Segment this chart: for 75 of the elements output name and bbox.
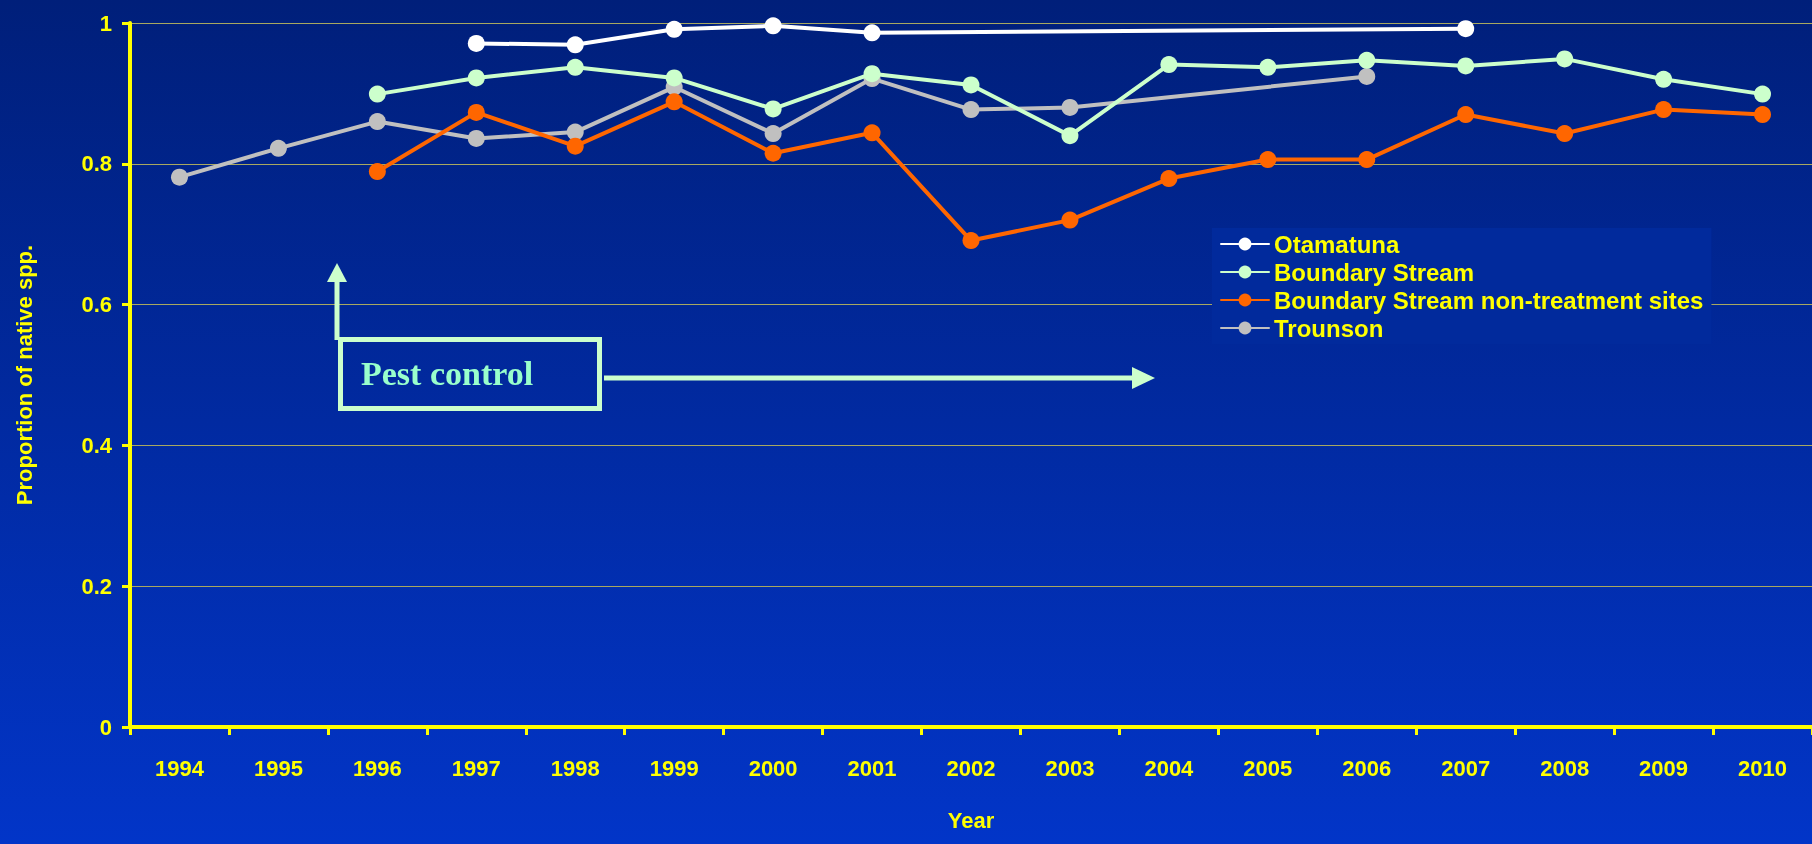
point <box>467 69 485 87</box>
point <box>1358 51 1376 69</box>
x-tick-label: 2002 <box>946 755 996 781</box>
x-tick-label: 2000 <box>748 755 798 781</box>
point <box>467 34 485 52</box>
point <box>368 85 386 103</box>
y-tick-label: 0.4 <box>81 432 113 458</box>
point <box>665 20 683 38</box>
point <box>1457 57 1475 75</box>
x-tick-label: 1996 <box>352 755 402 781</box>
point <box>1556 125 1574 143</box>
point <box>1457 106 1475 124</box>
x-tick-label: 2001 <box>847 755 897 781</box>
point <box>962 76 980 94</box>
point <box>1061 211 1079 229</box>
point <box>1259 58 1277 76</box>
legend-label: Trounson <box>1274 314 1384 342</box>
point <box>1754 85 1772 103</box>
point <box>962 101 980 119</box>
y-tick-label: 0.8 <box>81 151 112 177</box>
x-tick-label: 2008 <box>1540 755 1590 781</box>
point <box>566 36 584 54</box>
x-tick-label: 1999 <box>649 755 699 781</box>
x-tick-label: 2007 <box>1441 755 1491 781</box>
point <box>1160 170 1178 188</box>
point <box>665 93 683 111</box>
point <box>1655 70 1673 88</box>
point <box>764 125 782 143</box>
point <box>1457 20 1475 38</box>
point <box>1358 68 1376 85</box>
point <box>1160 56 1178 74</box>
x-tick-label: 2003 <box>1045 755 1095 781</box>
point <box>1655 101 1673 119</box>
x-tick-label: 1997 <box>451 755 501 781</box>
x-tick-label: 1994 <box>154 755 205 781</box>
x-tick-label: 1998 <box>550 755 600 781</box>
x-tick-label: 2005 <box>1243 755 1293 781</box>
point <box>467 129 485 147</box>
y-tick-label: 0.6 <box>81 292 112 318</box>
x-tick-label: 2006 <box>1342 755 1392 781</box>
point <box>863 24 881 42</box>
point <box>764 17 782 35</box>
point <box>1259 151 1277 169</box>
x-tick-label: 1995 <box>253 755 303 781</box>
y-tick-label: 0 <box>99 714 112 740</box>
point <box>1358 151 1376 169</box>
point <box>962 232 980 250</box>
point <box>566 58 584 76</box>
y-tick-label: 1 <box>99 10 112 36</box>
point <box>764 144 782 162</box>
x-tick-label: 2009 <box>1639 755 1689 781</box>
point <box>269 139 287 157</box>
point <box>170 168 188 186</box>
point <box>566 137 584 155</box>
x-tick-label: 2010 <box>1738 755 1788 781</box>
point <box>863 65 881 83</box>
point <box>1061 127 1079 145</box>
x-tick-label: 2004 <box>1144 755 1195 781</box>
point <box>368 163 386 181</box>
point <box>1061 98 1079 116</box>
legend-label: Boundary Stream non-treatment sites <box>1274 286 1704 314</box>
point <box>1556 50 1574 68</box>
point <box>368 113 386 131</box>
annotation: Pest control <box>338 337 602 411</box>
x-axis-title: Year <box>947 807 995 833</box>
point <box>1754 106 1772 124</box>
point <box>467 103 485 121</box>
point <box>566 123 584 141</box>
point <box>863 124 881 142</box>
y-tick-label: 0.2 <box>81 573 112 599</box>
point <box>665 69 683 87</box>
legend-label: Boundary Stream <box>1274 258 1475 286</box>
legend-label: Otamatuna <box>1274 230 1401 258</box>
point <box>764 100 782 118</box>
y-axis-title: Proportion of native spp. <box>11 244 37 506</box>
